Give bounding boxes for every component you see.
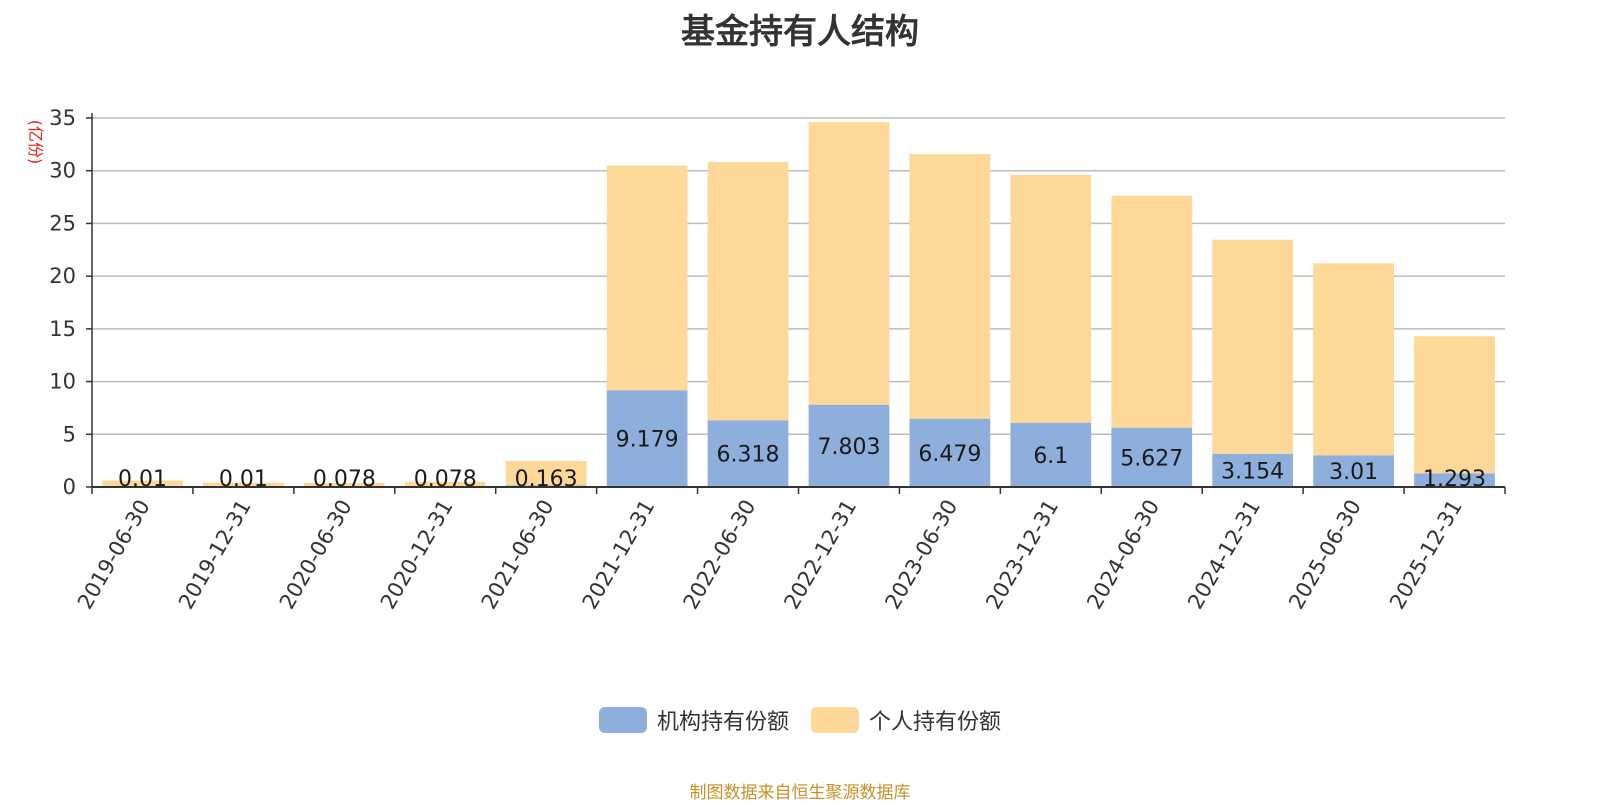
data-label-institution: 5.627 xyxy=(1120,446,1183,471)
bar-individual[interactable] xyxy=(1313,263,1394,455)
x-tick-label: 2021-06-30 xyxy=(477,496,559,614)
data-label-institution: 1.293 xyxy=(1423,467,1486,492)
legend-item-individual[interactable]: 个人持有份额 xyxy=(811,704,1001,736)
data-label-institution: 0.078 xyxy=(414,467,477,492)
x-tick-label: 2020-06-30 xyxy=(275,496,357,614)
data-label-institution: 0.163 xyxy=(515,467,578,492)
legend-item-institution[interactable]: 机构持有份额 xyxy=(599,704,789,736)
x-tick-label: 2025-12-31 xyxy=(1385,496,1467,614)
y-axis-unit-label: (亿份) xyxy=(26,120,45,165)
bar-individual[interactable] xyxy=(910,154,991,419)
x-tick-label: 2019-06-30 xyxy=(73,496,155,614)
y-tick-label: 20 xyxy=(49,264,76,288)
data-label-institution: 6.1 xyxy=(1033,444,1068,469)
legend-label-institution: 机构持有份额 xyxy=(657,704,789,736)
y-tick-label: 35 xyxy=(49,106,76,130)
data-label-institution: 3.01 xyxy=(1329,460,1378,485)
x-tick-label: 2024-06-30 xyxy=(1082,496,1164,614)
bar-individual[interactable] xyxy=(708,162,789,420)
bar-individual[interactable] xyxy=(809,122,890,405)
x-tick-label: 2022-06-30 xyxy=(679,496,761,614)
bar-individual[interactable] xyxy=(1010,175,1091,423)
data-label-institution: 0.01 xyxy=(219,467,268,492)
y-tick-label: 15 xyxy=(49,317,76,341)
legend-label-individual: 个人持有份额 xyxy=(869,704,1001,736)
x-tick-label: 2022-12-31 xyxy=(779,496,861,614)
y-tick-label: 30 xyxy=(49,159,76,183)
y-tick-label: 25 xyxy=(49,211,76,235)
y-tick-label: 0 xyxy=(63,475,76,499)
data-label-institution: 9.179 xyxy=(616,428,679,453)
legend-swatch-individual xyxy=(811,707,859,733)
x-tick-label: 2023-06-30 xyxy=(880,495,962,613)
legend: 机构持有份额 个人持有份额 xyxy=(0,704,1600,736)
x-tick-label: 2024-12-31 xyxy=(1183,496,1265,614)
legend-swatch-institution xyxy=(599,707,647,733)
data-label-institution: 7.803 xyxy=(817,435,880,460)
data-label-institution: 6.318 xyxy=(717,443,780,468)
data-label-institution: 3.154 xyxy=(1221,459,1284,484)
data-source-note: 制图数据来自恒生聚源数据库 xyxy=(0,778,1600,803)
data-label-institution: 6.479 xyxy=(918,442,981,467)
x-tick-label: 2021-12-31 xyxy=(578,496,660,614)
bar-individual[interactable] xyxy=(1414,336,1495,473)
y-tick-label: 10 xyxy=(49,370,76,394)
x-tick-label: 2020-12-31 xyxy=(376,496,458,614)
bar-individual[interactable] xyxy=(607,166,688,391)
x-tick-label: 2025-06-30 xyxy=(1284,496,1366,614)
bars xyxy=(102,122,1495,487)
x-tick-label: 2019-12-31 xyxy=(174,496,256,614)
x-tick-label: 2023-12-31 xyxy=(981,496,1063,614)
bar-individual[interactable] xyxy=(1212,240,1293,454)
bar-individual[interactable] xyxy=(1111,196,1192,428)
data-label-institution: 0.078 xyxy=(313,467,376,492)
data-label-institution: 0.01 xyxy=(118,467,167,492)
y-tick-label: 5 xyxy=(63,422,76,446)
